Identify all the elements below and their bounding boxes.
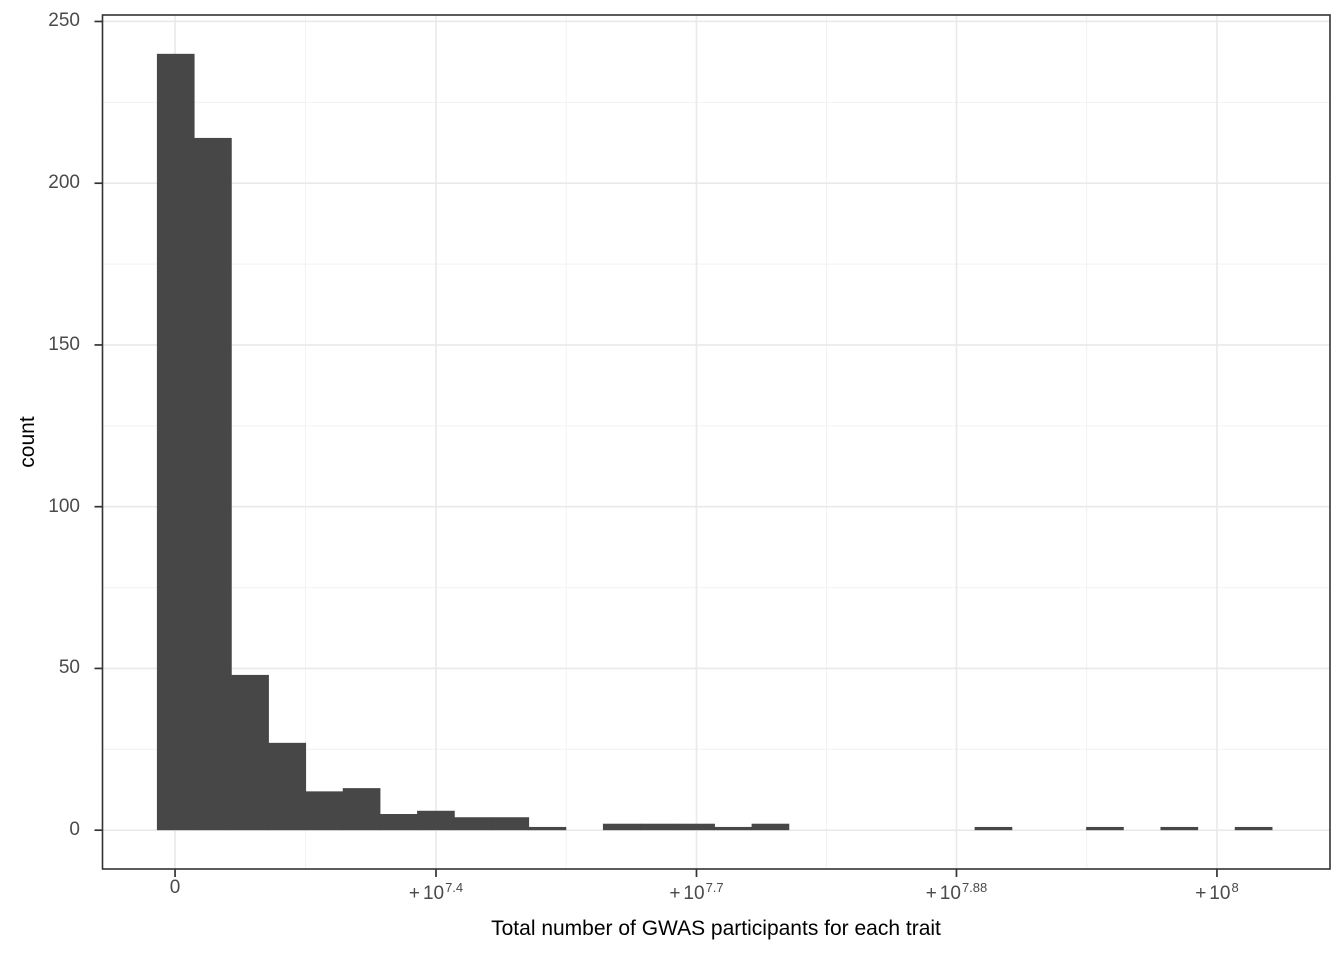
histogram-bar [268,742,307,831]
histogram-bar [1160,826,1199,831]
x-tick-base: 0 [169,877,181,898]
x-tick-plus-sign: + [925,883,937,904]
histogram-bar [454,817,492,831]
x-tick-plus-sign: + [1195,883,1207,904]
x-axis-title: Total number of GWAS participants for ea… [491,917,941,940]
panel-border [101,14,1331,870]
y-tick-label: 50 [58,657,80,679]
histogram-bar [640,823,678,831]
x-tick-label: +107.4 [356,877,516,905]
y-tick-label: 250 [48,10,80,32]
histogram-bar [974,826,1013,831]
x-tick-base: 10 [1209,883,1231,904]
y-tick-label: 200 [48,172,80,194]
histogram-bar [342,788,381,831]
x-tick-exponent: 7.7 [705,880,724,895]
histogram-bar [156,53,195,831]
x-tick-exponent: 7.88 [961,880,988,895]
x-tick-label: +107.88 [876,877,1036,905]
histogram-bar [417,810,455,831]
x-tick-base: 10 [939,883,961,904]
histogram-bar [194,137,232,831]
x-tick-exponent: 8 [1231,880,1239,895]
x-tick-base: 10 [422,883,445,904]
histogram-bar [379,814,418,831]
gridlines-minor [102,15,1330,869]
histogram-bar [714,826,753,831]
histogram-bar [491,817,530,831]
histogram-bar [305,791,344,831]
gridlines-major [102,15,1330,869]
x-tick-exponent: 7.4 [445,880,464,895]
y-tick-label: 0 [69,819,80,841]
histogram-bar [528,826,567,831]
histogram-bar [751,823,790,831]
x-tick-label: +108 [1137,877,1297,905]
histogram-bar [1234,826,1273,831]
x-tick-plus-sign: + [669,883,681,904]
histogram-bar [1086,826,1124,831]
histogram-bars [156,53,1273,831]
y-tick-label: 100 [48,495,80,517]
x-tick-label: 0 [95,877,255,899]
histogram-bar [231,674,269,831]
y-axis-title: count [16,416,39,468]
axis-ticks [94,20,1218,877]
y-tick-label: 150 [48,333,80,355]
x-tick-label: +107.7 [616,877,776,905]
x-tick-plus-sign: + [408,883,420,904]
x-tick-base: 10 [683,883,705,904]
histogram-bar [602,823,641,831]
histogram-bar [677,823,715,831]
